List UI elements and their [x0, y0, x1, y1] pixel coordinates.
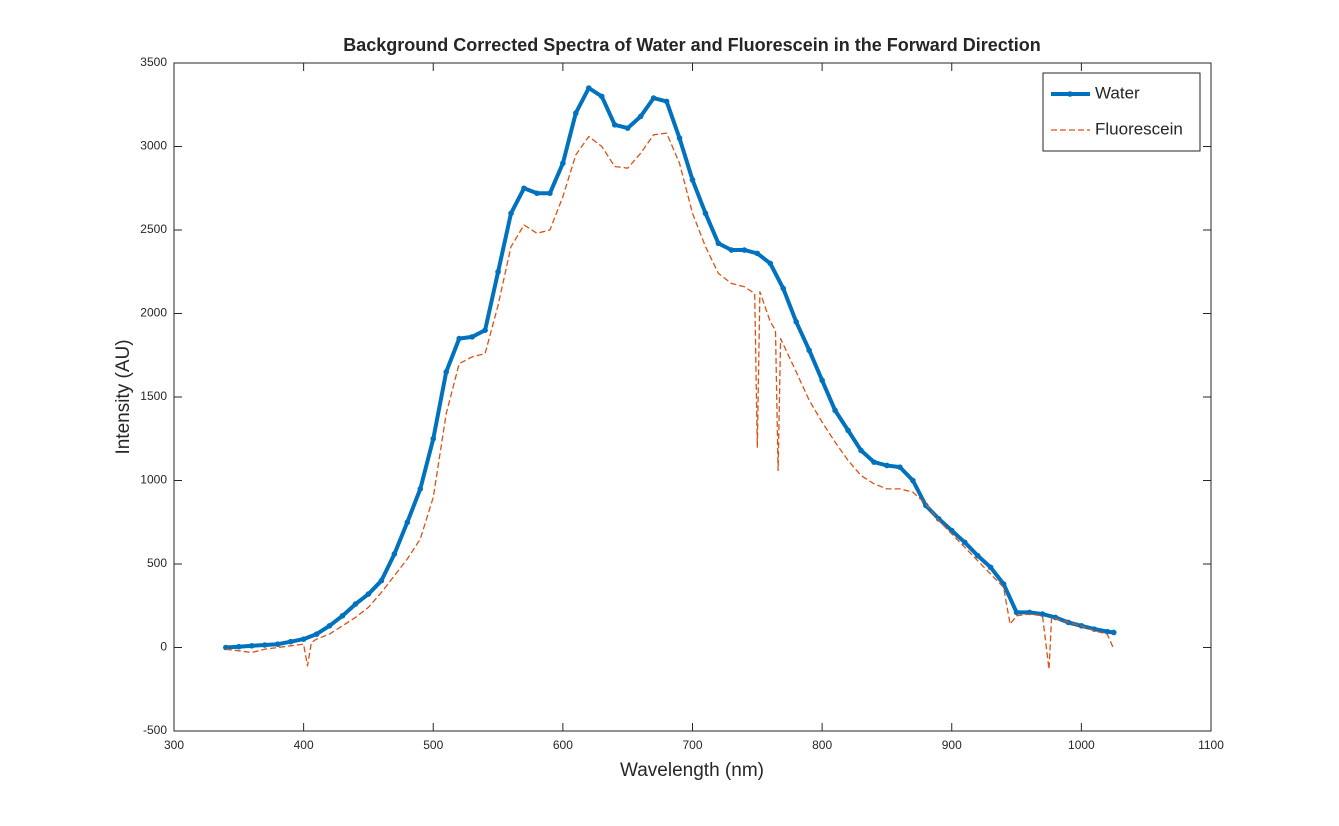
data-point	[1039, 611, 1046, 617]
data-point	[508, 210, 514, 217]
data-point	[560, 160, 566, 166]
data-point	[313, 631, 320, 637]
data-point	[897, 464, 903, 470]
data-point	[663, 98, 670, 105]
data-point	[987, 564, 994, 571]
data-point	[404, 519, 411, 526]
data-point	[754, 250, 761, 257]
data-point	[339, 612, 346, 619]
x-tick-label: 300	[164, 738, 184, 752]
series-line	[225, 86, 1115, 650]
y-tick-label: 500	[147, 556, 167, 570]
data-point	[469, 334, 475, 340]
y-tick-label: 0	[160, 640, 167, 654]
y-axis-label: Intensity (AU)	[113, 339, 134, 454]
data-point	[248, 643, 255, 649]
data-point	[456, 335, 462, 342]
x-tick-label: 1100	[1198, 738, 1224, 752]
x-tick-label: 600	[553, 738, 573, 752]
data-point	[1104, 628, 1111, 635]
data-point	[715, 240, 722, 247]
data-point	[1110, 629, 1117, 636]
data-point	[832, 407, 838, 414]
data-point	[300, 636, 307, 642]
data-point	[624, 125, 631, 131]
data-point	[274, 641, 281, 647]
data-point	[884, 462, 890, 469]
data-point	[650, 95, 657, 101]
y-tick-label: 2500	[140, 222, 167, 236]
data-point	[287, 638, 294, 645]
y-tick-label: 2000	[140, 306, 167, 320]
legend-box	[1042, 72, 1201, 152]
x-tick-label: 400	[294, 738, 314, 752]
data-point	[365, 591, 372, 597]
plot-frame	[173, 62, 1212, 732]
data-point	[547, 190, 553, 197]
data-point	[637, 113, 644, 120]
data-point	[391, 551, 398, 557]
data-point	[261, 642, 268, 648]
data-point	[728, 247, 735, 253]
legend-label: Water	[1095, 83, 1140, 102]
y-tick-label: 3000	[140, 139, 167, 153]
data-point	[767, 260, 774, 267]
y-tick-label: 3500	[140, 55, 167, 69]
data-point	[1013, 609, 1020, 616]
data-point	[430, 435, 437, 442]
data-point	[689, 177, 696, 183]
data-point	[482, 327, 488, 334]
chart-title: Background Corrected Spectra of Water an…	[343, 35, 1040, 55]
data-point	[741, 247, 748, 253]
data-point	[871, 459, 877, 465]
data-point	[845, 427, 851, 434]
legend-label: Fluorescein	[1095, 119, 1183, 138]
x-tick-label: 700	[682, 738, 702, 752]
data-point	[521, 185, 527, 192]
data-point	[586, 85, 592, 91]
data-point	[910, 477, 916, 484]
data-point	[417, 486, 424, 492]
data-point	[923, 502, 929, 509]
data-point	[443, 369, 450, 375]
data-point	[611, 121, 618, 128]
data-point	[352, 601, 359, 607]
data-point	[780, 285, 787, 292]
data-point	[534, 190, 540, 197]
y-tick-label: 1000	[140, 473, 167, 487]
data-point	[819, 377, 825, 384]
data-point	[793, 319, 799, 325]
data-point	[961, 539, 968, 546]
data-point	[702, 210, 709, 217]
y-tick-label: -500	[143, 723, 167, 737]
x-axis-label: Wavelength (nm)	[620, 760, 764, 781]
data-point	[236, 643, 242, 650]
data-point	[858, 447, 864, 454]
x-tick-label: 500	[423, 738, 443, 752]
data-point	[935, 516, 942, 522]
data-point	[806, 347, 812, 354]
data-point	[676, 135, 683, 141]
data-point	[495, 268, 501, 275]
series-line	[225, 132, 1115, 670]
x-tick-label: 1000	[1068, 738, 1095, 752]
data-point	[573, 110, 579, 116]
data-point	[598, 93, 605, 100]
data-point	[326, 622, 333, 629]
data-point	[378, 577, 385, 584]
data-point	[974, 552, 981, 559]
legend-marker	[1067, 91, 1073, 97]
x-tick-label: 800	[812, 738, 832, 752]
x-tick-label: 900	[942, 738, 962, 752]
y-tick-label: 1500	[140, 389, 167, 403]
